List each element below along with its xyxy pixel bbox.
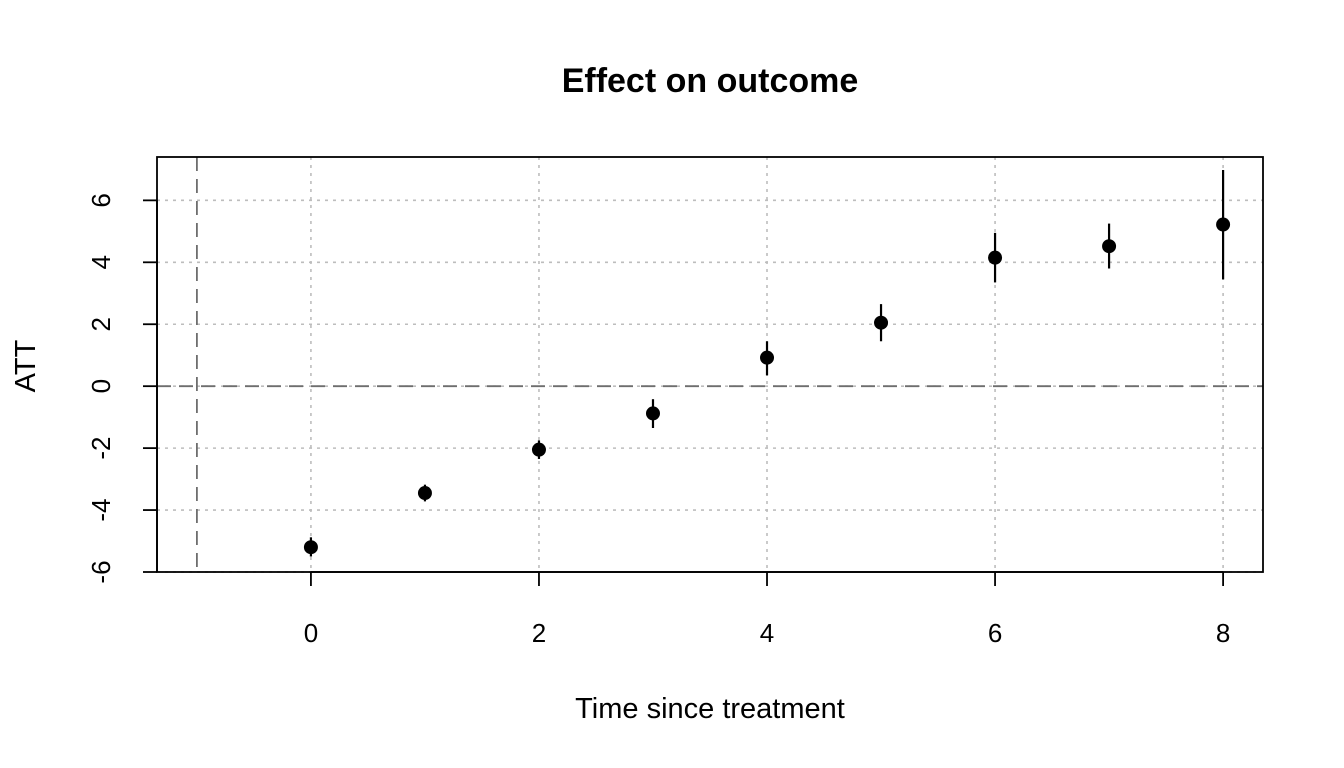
reference-lines [157,157,1263,572]
data-point [417,486,432,501]
y-tick-label: 6 [86,193,116,207]
y-tick-label: -2 [86,437,116,460]
data-point [988,250,1003,265]
y-tick-label: 4 [86,255,116,269]
chart-title: Effect on outcome [562,62,859,100]
y-tick-label: 0 [86,379,116,393]
data-point [760,350,775,365]
x-tick-label: 6 [988,618,1002,648]
y-tick-label: -4 [86,498,116,521]
axes: 0 2 4 6 8 -6 -4 -2 0 2 4 6 [86,193,1230,648]
grid-layer [157,157,1263,573]
data-point [1102,239,1117,254]
data-point [874,315,889,330]
data-point [1216,217,1231,232]
data-layer [303,170,1231,557]
data-point [303,540,318,555]
x-tick-label: 8 [1216,618,1230,648]
x-tick-label: 4 [760,618,774,648]
x-axis-label: Time since treatment [575,693,845,725]
y-axis-label: ATT [10,339,42,392]
y-tick-label: 2 [86,317,116,331]
x-tick-label: 0 [304,618,318,648]
data-point [531,442,546,457]
y-tick-label: -6 [86,560,116,583]
data-point [645,406,660,421]
x-tick-label: 2 [532,618,546,648]
